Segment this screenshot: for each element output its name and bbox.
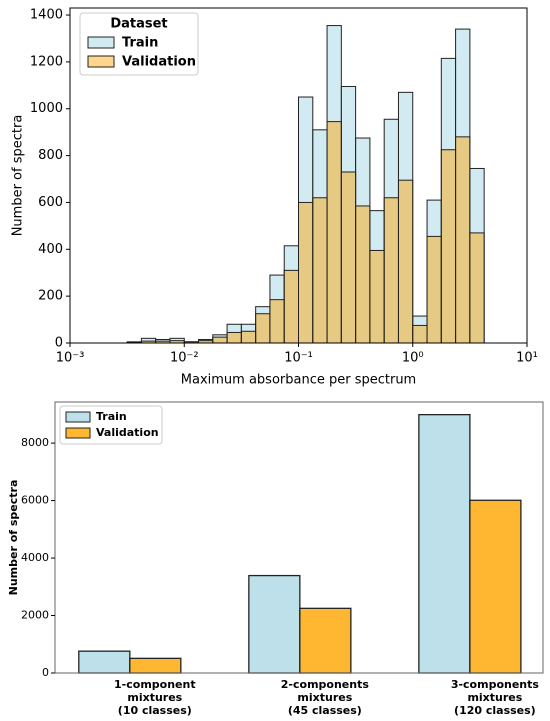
histogram-bar (312, 197, 328, 344)
histogram-bar (412, 324, 428, 344)
bar (129, 657, 182, 674)
histogram-bar (369, 249, 385, 344)
histogram-bar (212, 336, 228, 344)
histogram-bar (283, 269, 300, 344)
x-tick-label: 10⁻³ (56, 351, 85, 366)
histogram-bar (340, 171, 357, 344)
histogram-bar (326, 121, 342, 344)
legend-swatch (65, 411, 91, 423)
legend-box (79, 12, 199, 76)
bar (78, 650, 131, 674)
y-tick-label: 4000 (21, 551, 49, 564)
x-tick-label: 3-components mixtures (120 classes) (451, 678, 540, 717)
histogram-bar (469, 232, 485, 344)
x-tick-label: 10⁻¹ (284, 351, 313, 366)
legend-title: Dataset (110, 17, 167, 32)
histogram-bar (383, 197, 399, 344)
histogram-bar (255, 313, 271, 344)
legend-label: Validation (122, 55, 196, 70)
x-tick-label: 2-components mixtures (45 classes) (281, 678, 370, 717)
y-tick-label: 8000 (21, 436, 49, 449)
y-tick-label: 2000 (21, 609, 49, 622)
y-tick-label: 400 (38, 242, 63, 257)
legend-swatch (87, 55, 115, 68)
histogram-bar (298, 201, 314, 344)
bar (299, 607, 352, 674)
histogram-bar (397, 179, 414, 344)
histogram-bar (355, 205, 371, 344)
x-tick-label: 10¹ (516, 351, 538, 366)
legend-label: Validation (96, 426, 159, 439)
y-axis-label: Number of spectra (11, 115, 26, 237)
y-tick-label: 1000 (30, 101, 63, 116)
x-tick-label: 1-component mixtures (10 classes) (114, 678, 196, 717)
legend-label: Train (96, 410, 127, 423)
y-tick-label: 1200 (30, 54, 63, 69)
x-axis-label: Maximum absorbance per spectrum (181, 373, 416, 388)
y-axis-label: Number of spectra (7, 480, 20, 596)
histogram-bar (455, 136, 471, 344)
x-tick-label: 10⁻² (170, 351, 199, 366)
plot-frame (54, 401, 544, 674)
legend-swatch (65, 427, 91, 439)
histogram-bar (440, 149, 457, 344)
bar (248, 574, 301, 674)
y-tick-label: 800 (38, 148, 63, 163)
y-tick-label: 0 (42, 666, 49, 679)
histogram-bar (426, 235, 442, 344)
bar (418, 413, 471, 674)
x-tick-label: 10⁰ (402, 351, 424, 366)
y-tick-label: 6000 (21, 494, 49, 507)
histogram-bar (269, 299, 285, 344)
legend-label: Train (122, 36, 158, 51)
bar (469, 499, 522, 674)
y-tick-label: 200 (38, 289, 63, 304)
histogram-bar (240, 330, 257, 344)
y-tick-label: 0 (55, 336, 63, 351)
y-tick-label: 1400 (30, 8, 63, 23)
legend-swatch (87, 36, 115, 49)
y-tick-label: 600 (38, 195, 63, 210)
histogram-bar (226, 331, 242, 344)
